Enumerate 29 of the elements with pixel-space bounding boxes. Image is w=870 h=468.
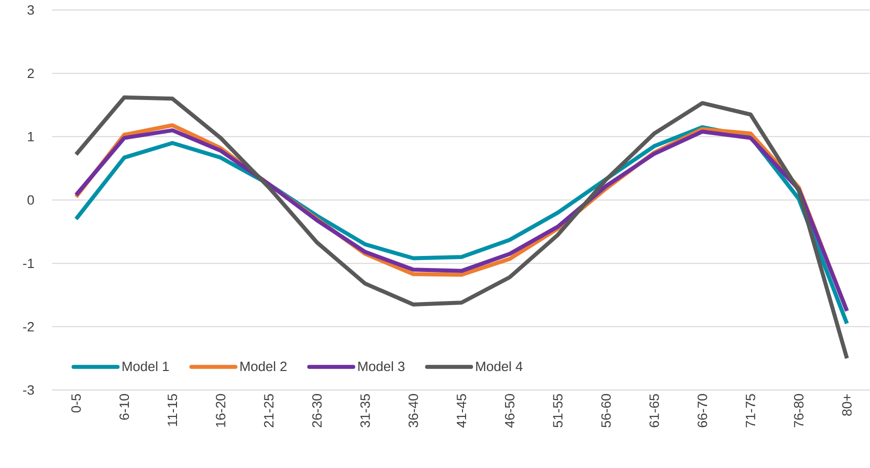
x-tick-label: 6-10 xyxy=(120,394,130,420)
y-tick-label: -1 xyxy=(23,258,34,268)
y-tick-label: 0 xyxy=(28,195,34,205)
x-tick-label: 46-50 xyxy=(504,394,514,428)
line-series xyxy=(74,95,849,360)
x-tick-label: 71-75 xyxy=(746,394,756,428)
x-tick-label: 61-65 xyxy=(649,394,659,428)
legend-label: Model 1 xyxy=(122,361,169,372)
y-tick-label: 2 xyxy=(28,68,34,78)
x-tick-label: 0-5 xyxy=(71,394,81,412)
x-tick-label: 21-25 xyxy=(264,394,274,428)
x-tick-label: 11-15 xyxy=(168,394,178,426)
x-tick-label: 80+ xyxy=(842,394,852,416)
x-tick-label: 66-70 xyxy=(698,394,708,428)
x-tick-label: 26-30 xyxy=(312,394,322,428)
legend-label: Model 4 xyxy=(476,361,523,372)
legend-label: Model 3 xyxy=(358,361,404,372)
x-tick-label: 31-35 xyxy=(360,394,370,428)
x-tick-label: 36-40 xyxy=(408,394,418,428)
x-tick-label: 41-45 xyxy=(456,394,466,428)
y-tick-label: 3 xyxy=(28,5,34,15)
x-tick-label: 16-20 xyxy=(216,394,226,427)
x-tick-label: 56-60 xyxy=(601,394,611,428)
y-tick-label: -2 xyxy=(23,322,34,332)
legend-label: Model 2 xyxy=(240,361,287,372)
x-tick-label: 76-80 xyxy=(794,394,804,428)
y-tick-label: -3 xyxy=(23,385,34,395)
x-tick-label: 51-55 xyxy=(553,394,563,428)
y-tick-label: 1 xyxy=(28,132,34,142)
